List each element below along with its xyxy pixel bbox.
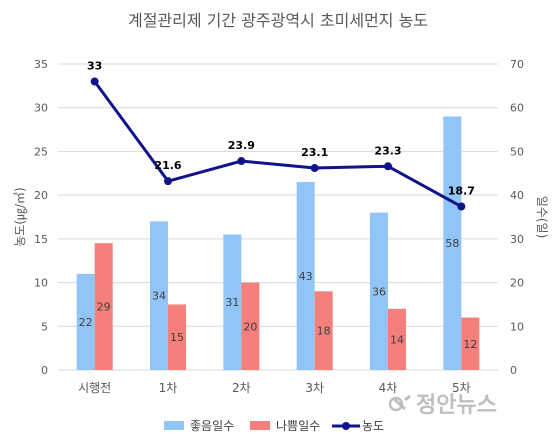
watermark-logo-mark <box>391 394 411 411</box>
watermark: 정안뉴스 <box>388 393 497 418</box>
bar-data-label: 18 <box>317 325 331 338</box>
watermark-text: 정안뉴스 <box>416 393 497 418</box>
chart-title: 계절관리제 기간 광주광역시 초미세먼지 농도 <box>128 11 428 30</box>
line-data-label: 18.7 <box>448 185 475 198</box>
y2-tick-label: 30 <box>510 233 524 246</box>
bar-data-label: 15 <box>170 331 184 344</box>
y2-tick-label: 40 <box>510 189 524 202</box>
data-labels: 22 34 31 43 36 58 29 15 20 18 14 12 33 21.6 23.9 23.1 23… <box>79 59 478 350</box>
y2-tick-label: 0 <box>510 364 517 377</box>
bar-data-label: 43 <box>299 270 313 283</box>
line-data-label: 33 <box>87 59 102 72</box>
watermark-logo-ring <box>388 396 404 412</box>
bar-data-label: 58 <box>445 237 459 250</box>
line-data-label: 23.1 <box>301 146 328 159</box>
bar-data-label: 14 <box>390 333 404 346</box>
y-tick-label: 0 <box>41 364 48 377</box>
bar <box>150 221 168 370</box>
bar-data-label: 20 <box>243 320 257 333</box>
legend-label: 농도 <box>362 419 384 433</box>
y-tick-label: 5 <box>41 320 48 333</box>
line-series <box>90 77 466 211</box>
x-tick-label: 시행전 <box>78 380 111 395</box>
watermark-logo: 정안뉴스 <box>388 393 497 418</box>
y2-tick-label: 10 <box>510 320 524 333</box>
bar <box>241 282 260 370</box>
bar <box>443 116 462 370</box>
y2-tick-label: 50 <box>510 145 524 158</box>
y-tick-label: 25 <box>34 145 48 158</box>
bar-data-label: 34 <box>152 290 166 303</box>
line-data-label: 21.6 <box>154 159 181 172</box>
bars <box>76 116 480 370</box>
legend-label: 나쁨일수 <box>276 419 320 433</box>
y2-tick-label: 70 <box>510 58 524 71</box>
line-point <box>90 77 99 86</box>
bar-data-label: 36 <box>372 285 386 298</box>
bar <box>296 182 315 370</box>
y-tick-label: 10 <box>34 277 48 290</box>
line-data-label: 23.9 <box>228 139 255 152</box>
y2-tick-label: 60 <box>510 102 524 115</box>
line-point <box>457 202 466 211</box>
bar-data-label: 22 <box>79 316 93 329</box>
x-tick-label: 2차 <box>232 381 251 395</box>
concentration-line <box>93 80 463 208</box>
bar-data-label: 12 <box>463 338 477 351</box>
y-tick-label: 30 <box>34 102 48 115</box>
y-tick-label: 15 <box>34 233 48 246</box>
y-tick-label: 20 <box>34 189 48 202</box>
bar <box>314 291 333 370</box>
y2-tick-label: 20 <box>510 277 524 290</box>
line-point <box>310 164 319 173</box>
line-data-label: 23.3 <box>374 144 401 157</box>
x-tick-label: 5차 <box>452 381 471 395</box>
line-point <box>237 157 246 166</box>
bar <box>461 317 480 370</box>
legend-swatch <box>164 421 184 430</box>
gridlines <box>58 63 498 371</box>
bar-data-label: 29 <box>97 301 111 314</box>
y-tick-label: 35 <box>34 58 48 71</box>
bar <box>94 243 113 370</box>
legend-label: 좋음일수 <box>190 419 234 433</box>
x-tick-label: 3차 <box>305 381 324 395</box>
legend: 좋음일수 나쁨일수 농도 <box>164 419 384 433</box>
bar-data-label: 31 <box>225 296 239 309</box>
bar <box>76 273 95 370</box>
legend-swatch <box>250 421 270 430</box>
line-point <box>384 162 392 171</box>
y2-axis-title: 일수(일) <box>535 196 549 238</box>
line-point <box>164 177 172 186</box>
bar <box>370 212 388 370</box>
bar <box>168 304 186 370</box>
x-tick-label: 1차 <box>159 381 178 395</box>
axes: 0 5 10 15 20 25 30 35 0 10 20 30 40 50 60 70 농도(㎍/㎥) 일수(일… <box>13 58 549 395</box>
legend-marker <box>342 422 350 430</box>
x-tick-label: 4차 <box>379 381 398 395</box>
bar <box>388 308 406 370</box>
legend-item: 나쁨일수 <box>250 419 320 433</box>
legend-item: 좋음일수 <box>164 419 234 433</box>
bar <box>223 234 242 370</box>
legend-item: 농도 <box>332 419 384 433</box>
y-axis-title: 농도(㎍/㎥) <box>13 187 27 247</box>
